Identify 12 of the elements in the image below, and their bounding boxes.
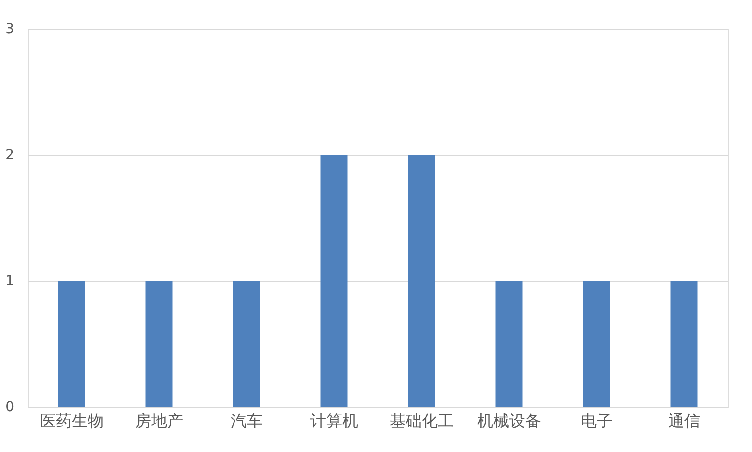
x-tick-label: 汽车	[230, 412, 263, 430]
y-tick-label: 3	[6, 22, 14, 38]
x-tick-label: 房地产	[135, 412, 184, 430]
x-tick-label: 基础化工	[390, 412, 454, 430]
x-tick-label: 计算机	[310, 412, 358, 430]
x-tick-label: 医药生物	[40, 412, 104, 430]
y-tick-label: 0	[6, 400, 14, 416]
x-tick-label: 通信	[668, 412, 700, 430]
y-tick-label: 1	[6, 274, 14, 290]
x-tick-label: 电子	[580, 412, 613, 430]
x-tick-label: 机械设备	[477, 412, 542, 430]
y-tick-label: 2	[6, 148, 14, 164]
